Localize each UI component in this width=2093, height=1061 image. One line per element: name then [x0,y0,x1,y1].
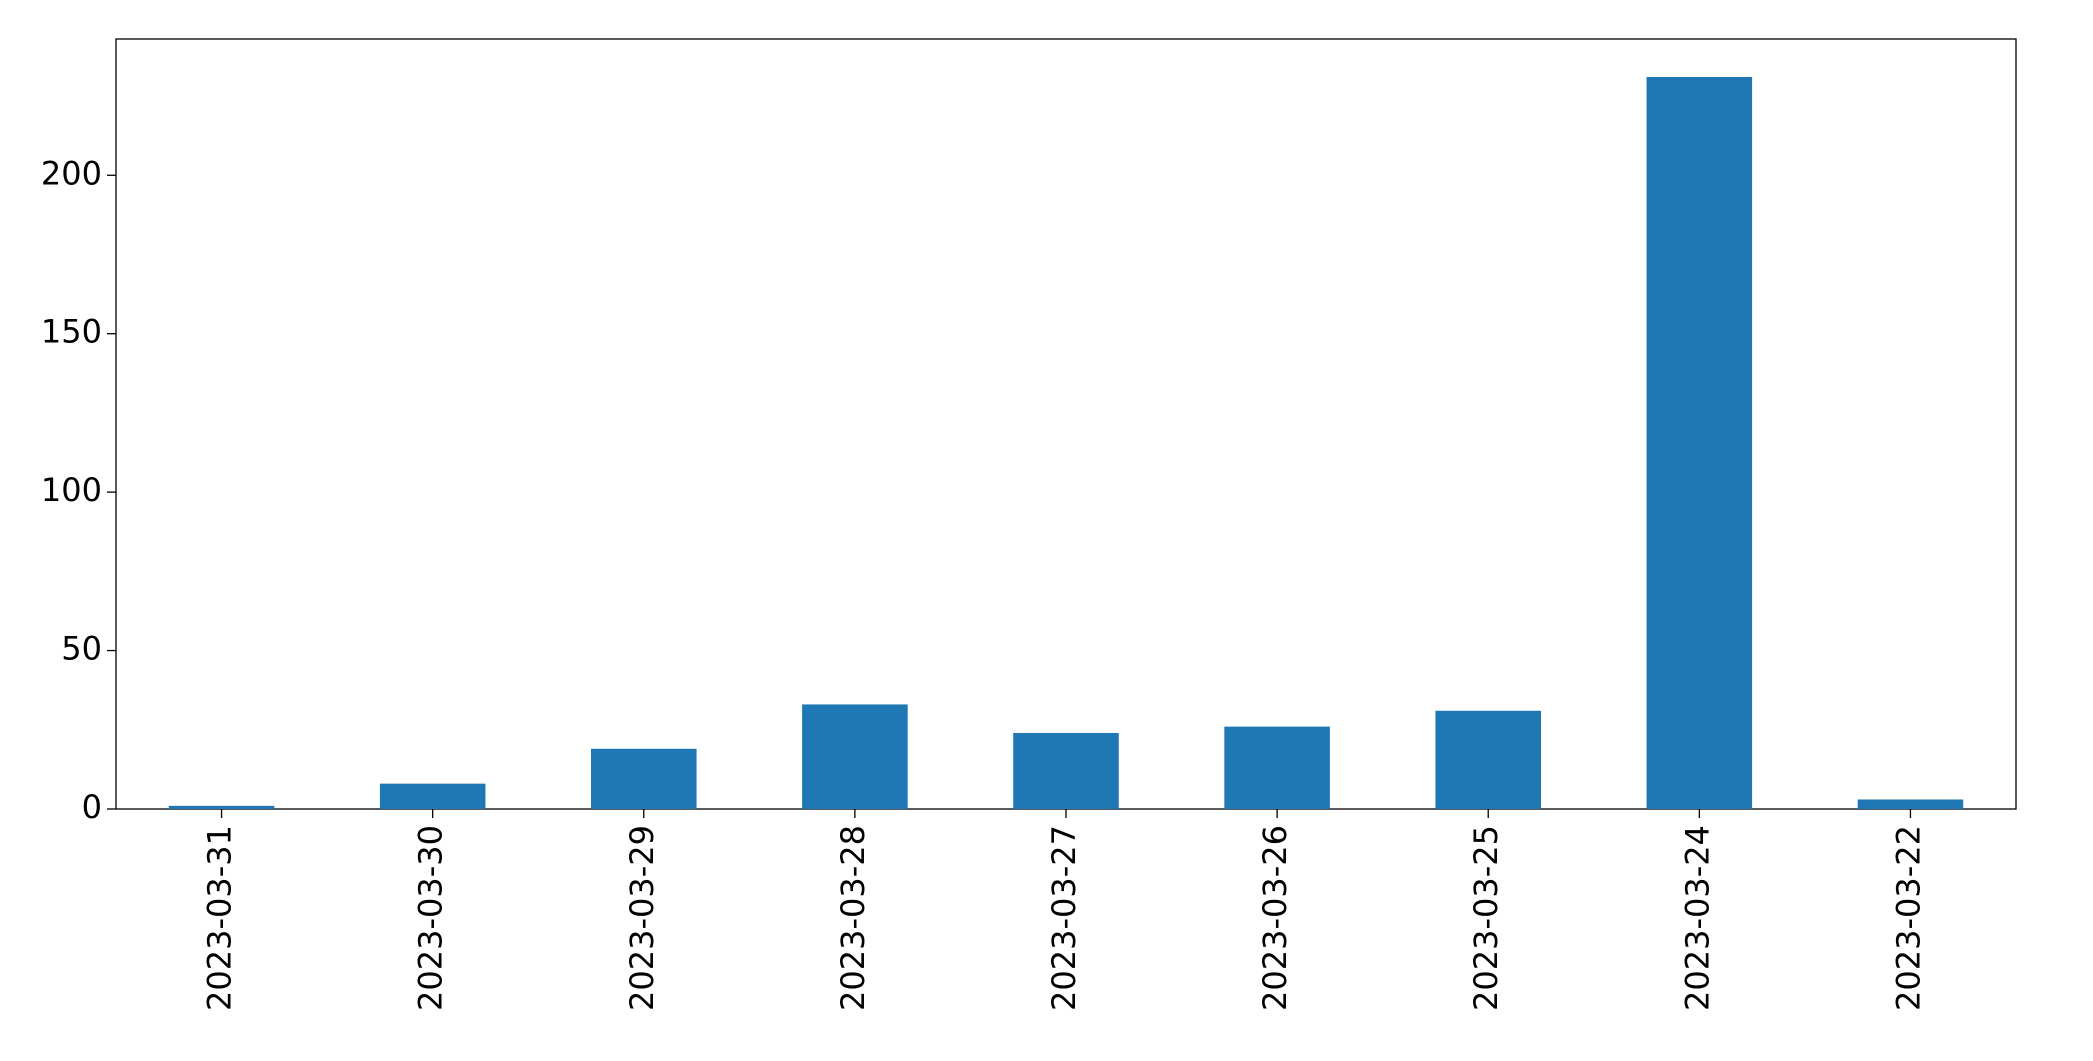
x-tick-label: 2023-03-30 [412,825,450,1011]
y-tick-label: 200 [41,154,102,192]
bar [802,704,908,809]
y-tick-label: 50 [61,630,102,668]
bar [1857,799,1964,809]
bar [379,783,486,809]
x-tick-label: 2023-03-29 [623,825,661,1011]
bar [1435,710,1541,809]
x-tick-label: 2023-03-27 [1045,825,1083,1011]
x-tick-label: 2023-03-25 [1467,825,1505,1011]
bar [1013,732,1119,809]
x-tick-label: 2023-03-28 [834,825,872,1011]
x-tick-label: 2023-03-31 [201,825,239,1011]
y-tick-label: 150 [41,313,102,351]
bar [1224,726,1330,809]
bar [168,805,275,809]
x-tick-label: 2023-03-24 [1678,825,1716,1011]
x-tick-label: 2023-03-22 [1889,825,1927,1011]
bar [591,748,697,809]
bar [1646,77,1753,810]
y-tick-label: 0 [82,788,102,826]
y-tick-label: 100 [41,471,102,509]
x-tick-label: 2023-03-26 [1256,825,1294,1011]
